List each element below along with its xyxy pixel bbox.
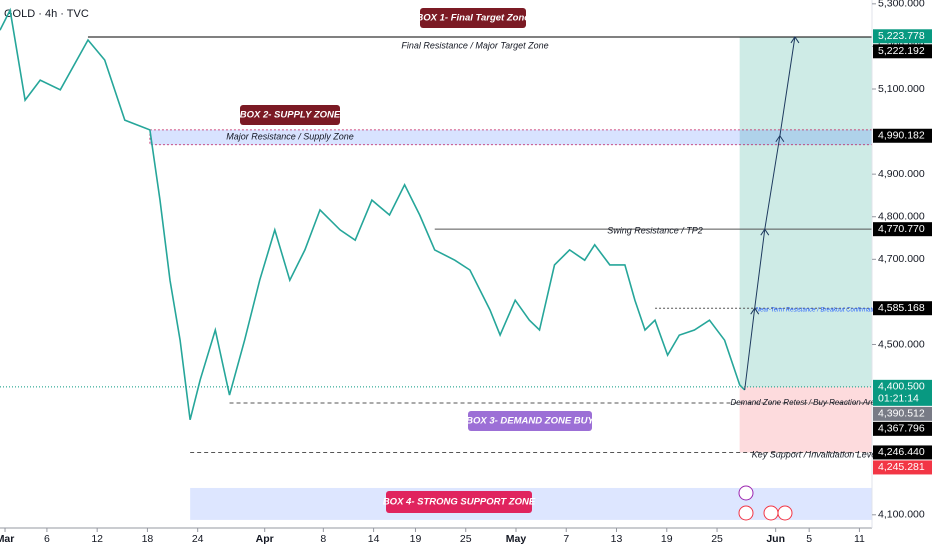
level-label: Final Resistance / Major Target Zone [401, 40, 548, 50]
price-tag [873, 128, 932, 143]
price-tag-label: 4,245.281 [878, 461, 925, 473]
x-tick-label: 24 [192, 533, 204, 545]
arrow-head [775, 134, 785, 143]
box-annotation: BOX 3- DEMAND ZONE BUY [466, 411, 596, 431]
x-tick-label: 11 [854, 533, 865, 545]
zone-label: Major Resistance / Supply Zone [226, 131, 354, 141]
price-tag-label: 4,390.512 [878, 408, 925, 420]
x-tick-label: Apr [256, 533, 274, 545]
price-tag [873, 222, 932, 237]
box-text: BOX 3- DEMAND ZONE BUY [466, 416, 595, 427]
arrow-head [750, 307, 760, 315]
x-tick-label: Jun [766, 533, 785, 545]
price-tag [873, 44, 932, 59]
price-tag-label: 5,222.192 [878, 45, 925, 57]
x-tick-label: May [506, 533, 527, 545]
event-icons [738, 485, 793, 521]
price-tag-label: 4,246.440 [878, 446, 925, 458]
x-tick-label: 6 [44, 533, 50, 545]
box-annotation: BOX 1- Final Target Zone [416, 8, 530, 28]
price-tag [873, 445, 932, 460]
price-tag-label: 4,585.168 [878, 302, 925, 314]
level-label: Demand Zone Retest / Buy Reaction Area [730, 398, 880, 407]
price-tag-label: 4,367.796 [878, 423, 925, 435]
price-tag [873, 29, 932, 44]
level-label: Key Support / Invalidation Level [752, 449, 880, 459]
box-text: BOX 2- SUPPLY ZONE [240, 110, 341, 121]
price-tag [873, 421, 932, 436]
y-tick-label: 5,300.000 [878, 0, 925, 10]
y-tick-label: 4,900.000 [878, 168, 925, 180]
box-text: BOX 1- Final Target Zone [416, 13, 530, 24]
price-tag [873, 406, 932, 421]
y-tick-label: 4,500.000 [878, 338, 925, 350]
x-tick-label: 13 [611, 533, 623, 545]
countdown: 01:21:14 [878, 393, 919, 405]
x-tick-label: 14 [368, 533, 380, 545]
price-tag-label: 4,770.770 [878, 223, 925, 235]
level-label: Near-Term Resistance / Breakout Confirma… [756, 308, 881, 314]
price-tag [873, 379, 932, 406]
x-tick-label: 7 [563, 533, 569, 545]
price-tag [873, 301, 932, 316]
y-tick-label: 4,700.000 [878, 253, 925, 265]
price-tag [873, 460, 932, 475]
box-annotation: BOX 4- STRONG SUPPORT ZONE [383, 491, 536, 513]
box-annotation: BOX 2- SUPPLY ZONE [240, 105, 341, 125]
box-text: BOX 4- STRONG SUPPORT ZONE [383, 497, 536, 508]
x-tick-label: 8 [320, 533, 326, 545]
price-tag-label: 4,990.182 [878, 130, 925, 142]
x-tick-label: 19 [661, 533, 673, 545]
arrow-head [760, 228, 770, 236]
zone [739, 386, 872, 453]
price-tag-label: 5,223.778 [878, 30, 925, 42]
x-tick-label: 25 [460, 533, 472, 545]
y-tick-label: 4,100.000 [878, 509, 925, 521]
chart-title: GOLD · 4h · TVC [4, 8, 89, 20]
y-tick-label: 4,800.000 [878, 211, 925, 223]
arrow-head [790, 36, 800, 44]
x-tick-label: 18 [142, 533, 154, 545]
zone [739, 36, 872, 387]
x-tick-label: 12 [91, 533, 103, 545]
y-tick-label: 5,100.000 [878, 83, 925, 95]
x-tick-label: 19 [410, 533, 422, 545]
x-tick-label: 25 [711, 533, 723, 545]
price-line [0, 7, 746, 420]
x-tick-label: Mar [0, 533, 14, 545]
x-tick-label: 5 [806, 533, 812, 545]
level-label: Swing Resistance / TP2 [607, 225, 703, 235]
price-tag-label: 4,400.500 [878, 381, 925, 393]
